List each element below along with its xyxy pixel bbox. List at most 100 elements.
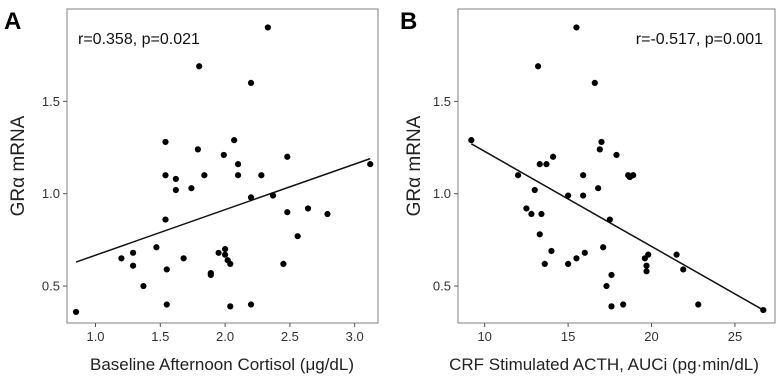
data-point bbox=[673, 251, 680, 258]
data-point bbox=[140, 282, 147, 290]
y-tick-label: 0.5 bbox=[433, 279, 451, 294]
data-point bbox=[196, 63, 203, 70]
data-point bbox=[630, 172, 637, 179]
data-point bbox=[221, 251, 229, 258]
data-point bbox=[269, 192, 277, 199]
data-point bbox=[620, 301, 627, 308]
data-point bbox=[580, 192, 587, 199]
panel-a: A 1.0 1.5 2.0 2.5 3.0 0.5 1.0 1.5 r=0.358, p=0.02… bbox=[4, 8, 379, 374]
data-point bbox=[294, 233, 301, 240]
data-point bbox=[129, 262, 137, 269]
data-point bbox=[163, 301, 170, 308]
data-point bbox=[324, 210, 331, 218]
data-point bbox=[548, 247, 555, 255]
data-point bbox=[215, 249, 222, 256]
data-point bbox=[595, 185, 602, 192]
stat-annotation: r=0.358, p=0.021 bbox=[78, 31, 200, 48]
data-point bbox=[643, 262, 650, 269]
data-point bbox=[162, 138, 169, 146]
x-tick-label: 10 bbox=[477, 329, 491, 344]
data-point bbox=[581, 249, 588, 256]
data-point bbox=[536, 161, 543, 168]
data-point bbox=[118, 255, 125, 262]
data-point bbox=[536, 231, 543, 238]
data-point bbox=[528, 210, 535, 218]
data-point bbox=[304, 205, 312, 212]
y-axis-title: GRα mRNA bbox=[8, 115, 29, 216]
data-point bbox=[258, 172, 265, 179]
data-point bbox=[284, 209, 291, 216]
data-point bbox=[608, 271, 615, 279]
data-point bbox=[180, 255, 187, 262]
data-point bbox=[580, 172, 587, 179]
data-point bbox=[600, 244, 607, 251]
x-tick-label: 3.0 bbox=[346, 329, 364, 344]
stat-annotation: r=-0.517, p=0.001 bbox=[636, 31, 763, 48]
data-point bbox=[531, 186, 538, 194]
y-tick-label: 1.5 bbox=[42, 94, 60, 109]
data-point bbox=[227, 303, 234, 310]
x-axis-title: CRF Stimulated ACTH, AUCi (pg·min/dL) bbox=[449, 355, 759, 374]
data-point bbox=[188, 185, 195, 192]
data-point bbox=[603, 282, 610, 290]
data-point bbox=[247, 79, 255, 86]
x-tick-label: 15 bbox=[561, 329, 575, 344]
panel-b: B 10 15 20 25 0.5 1.0 1.5 r=-0.517, p=0.001 CRF S… bbox=[400, 8, 776, 374]
data-point bbox=[695, 301, 702, 308]
plot-frame bbox=[66, 8, 379, 324]
data-point bbox=[172, 175, 179, 183]
y-tick-label: 1.0 bbox=[433, 186, 451, 201]
data-point bbox=[72, 308, 80, 316]
y-axis-title: GRα mRNA bbox=[404, 115, 425, 216]
data-point bbox=[234, 161, 242, 168]
data-point bbox=[468, 137, 475, 144]
data-point bbox=[680, 266, 687, 273]
data-point bbox=[163, 266, 170, 273]
data-point bbox=[221, 246, 229, 253]
data-point bbox=[565, 260, 572, 267]
data-point bbox=[606, 216, 613, 223]
y-tick-label: 0.5 bbox=[42, 279, 60, 294]
data-point bbox=[129, 249, 137, 256]
data-point bbox=[264, 24, 271, 31]
data-point bbox=[523, 205, 530, 212]
x-tick-label: 1.0 bbox=[86, 329, 104, 344]
x-axis-title: Baseline Afternoon Cortisol (μg/dL) bbox=[90, 355, 354, 374]
data-point bbox=[613, 151, 620, 159]
x-tick-label: 25 bbox=[728, 329, 742, 344]
data-point bbox=[247, 194, 255, 201]
regression-line bbox=[470, 143, 764, 311]
data-point bbox=[207, 271, 214, 279]
data-point bbox=[645, 251, 652, 258]
data-point bbox=[201, 172, 208, 179]
data-point bbox=[162, 216, 169, 223]
data-point bbox=[565, 192, 572, 199]
data-point bbox=[231, 137, 238, 144]
x-tick-label: 1.5 bbox=[151, 329, 169, 344]
data-point bbox=[598, 138, 605, 146]
y-tick-label: 1.5 bbox=[433, 94, 451, 109]
data-point bbox=[284, 153, 291, 160]
data-point bbox=[596, 146, 603, 153]
x-tick-label: 2.0 bbox=[216, 329, 234, 344]
panel-letter: A bbox=[4, 8, 21, 35]
data-point bbox=[194, 146, 201, 153]
data-point bbox=[220, 151, 227, 159]
data-point bbox=[227, 260, 234, 267]
data-point bbox=[573, 24, 580, 31]
data-point bbox=[538, 210, 545, 218]
data-point bbox=[247, 301, 255, 308]
data-point bbox=[591, 79, 598, 86]
data-point bbox=[541, 260, 548, 267]
data-point bbox=[534, 63, 542, 70]
x-tick-label: 20 bbox=[644, 329, 658, 344]
data-point bbox=[172, 186, 179, 194]
panel-letter: B bbox=[400, 8, 417, 35]
data-point bbox=[760, 306, 767, 314]
data-point bbox=[608, 303, 615, 310]
data-point bbox=[153, 244, 160, 251]
plot-frame bbox=[457, 8, 776, 324]
x-tick-label: 2.5 bbox=[281, 329, 299, 344]
